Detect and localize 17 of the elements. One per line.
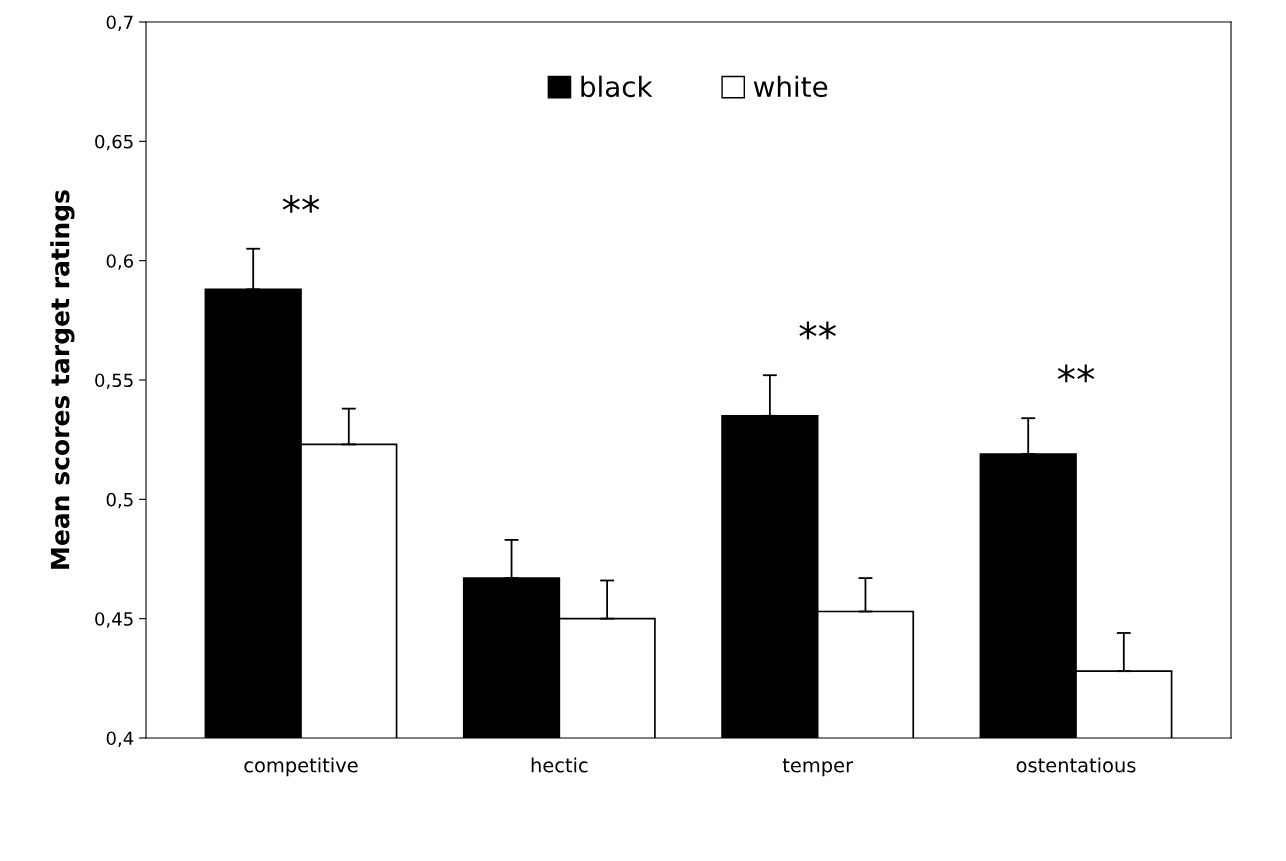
x-tick-label: competitive xyxy=(244,757,358,777)
annotation: ** xyxy=(282,195,320,213)
y-axis-title: Mean scores target ratings xyxy=(50,190,75,569)
y-tick-label: 0,55 xyxy=(95,373,133,389)
y-tick-label: 0,7 xyxy=(106,15,133,31)
annotation: ** xyxy=(1057,364,1095,383)
x-tick-label: temper xyxy=(782,758,854,777)
y-tick-label: 0,65 xyxy=(95,134,133,151)
y-tick-label: 0,4 xyxy=(106,731,134,747)
legend-label: white xyxy=(753,75,828,98)
y-tick-label: 0,45 xyxy=(95,612,133,628)
x-tick-label: ostentatious xyxy=(1016,757,1136,773)
y-tick-label: 0,5 xyxy=(106,492,133,509)
y-tick-label: 0,6 xyxy=(106,254,134,270)
annotation: ** xyxy=(799,321,836,340)
x-tick-label: hectic xyxy=(531,757,588,773)
legend-label: black xyxy=(581,75,653,98)
